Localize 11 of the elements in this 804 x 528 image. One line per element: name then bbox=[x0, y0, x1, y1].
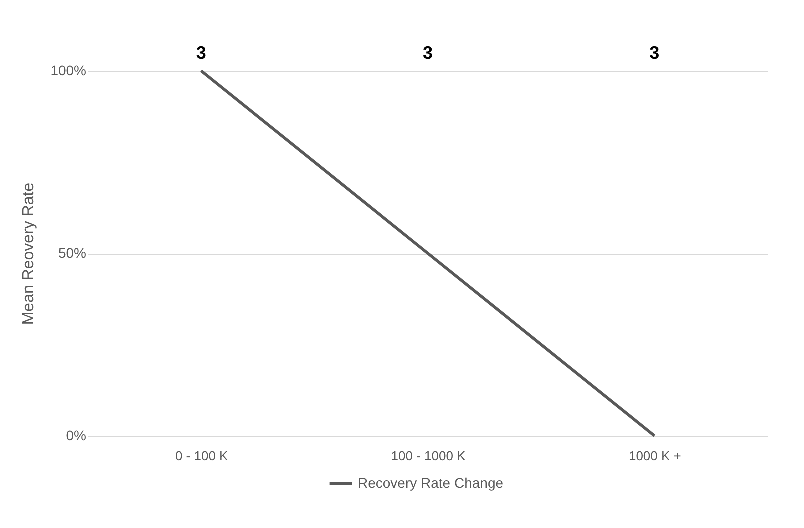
x-tick-label: 1000 K + bbox=[628, 448, 682, 464]
y-axis-title: Mean Reovery Rate bbox=[20, 182, 38, 326]
x-tick-label: 100 - 1000 K bbox=[391, 448, 466, 464]
y-tick-label: 100% bbox=[50, 62, 86, 78]
text: 3 bbox=[422, 43, 434, 63]
legend-label: Recovery Rate Change bbox=[358, 475, 504, 491]
text: 3 bbox=[650, 43, 660, 63]
text: 3 bbox=[196, 43, 206, 63]
y-tick-label: 0% bbox=[66, 428, 86, 444]
y-tick-label: 50% bbox=[58, 245, 86, 261]
x-tick-label: 0 - 100 K bbox=[175, 448, 229, 464]
